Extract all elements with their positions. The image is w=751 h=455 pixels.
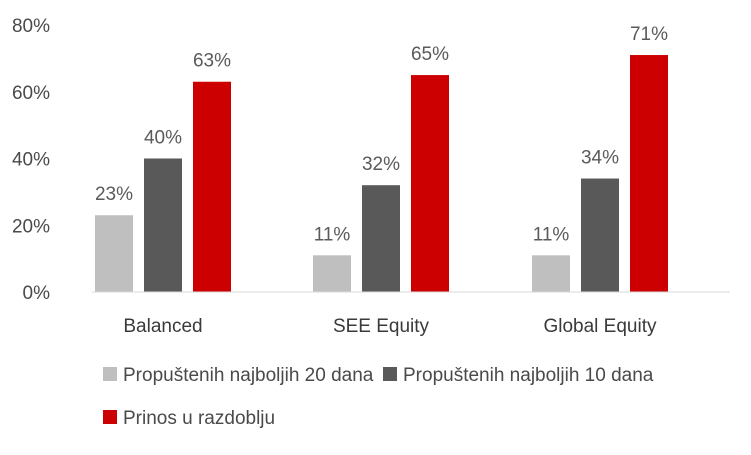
legend-item: Prinos u razdoblju	[103, 408, 275, 429]
bar-balanced-series-2	[144, 158, 182, 292]
legend-swatch	[103, 367, 117, 381]
legend-label: Propuštenih najboljih 20 dana	[123, 365, 374, 386]
y-tick-label: 80%	[12, 16, 50, 37]
x-category-label: Balanced	[123, 316, 202, 337]
legend-label: Prinos u razdoblju	[123, 408, 275, 429]
data-label: 71%	[630, 24, 668, 45]
x-category-label: Global Equity	[543, 316, 657, 337]
bars	[95, 55, 668, 292]
y-tick-label: 60%	[12, 83, 50, 104]
bar-global-equity-series-3	[630, 55, 668, 292]
x-category-label: SEE Equity	[333, 316, 430, 337]
data-label: 34%	[581, 148, 619, 169]
data-label: 23%	[95, 184, 133, 205]
legend-swatch	[103, 410, 117, 424]
data-label: 65%	[411, 44, 449, 65]
bar-balanced-series-1	[95, 215, 133, 292]
data-labels: 23% 40% 63% 11% 32% 65% 11% 34% 71%	[95, 24, 668, 245]
y-tick-label: 20%	[12, 216, 50, 237]
data-label: 11%	[314, 224, 351, 245]
bar-balanced-series-3	[193, 81, 231, 292]
y-tick-label: 0%	[23, 283, 51, 304]
legend-label: Propuštenih najboljih 10 dana	[403, 365, 654, 386]
bar-see-equity-series-3	[411, 75, 449, 292]
y-axis: 0% 20% 40% 60% 80%	[12, 16, 50, 304]
bar-see-equity-series-2	[362, 185, 400, 292]
bar-global-equity-series-1	[532, 255, 570, 292]
data-label: 32%	[362, 154, 400, 175]
legend-item: Propuštenih najboljih 20 dana	[103, 365, 374, 386]
legend-swatch	[383, 367, 397, 381]
data-label: 40%	[144, 128, 182, 149]
data-label: 11%	[533, 224, 570, 245]
legend: Propuštenih najboljih 20 dana Propuštenih…	[103, 365, 654, 429]
y-tick-label: 40%	[12, 150, 50, 171]
data-label: 63%	[193, 51, 231, 72]
legend-item: Propuštenih najboljih 10 dana	[383, 365, 654, 386]
bar-global-equity-series-2	[581, 178, 619, 292]
bar-see-equity-series-1	[313, 255, 351, 292]
category-labels: Balanced SEE Equity Global Equity	[123, 316, 657, 337]
